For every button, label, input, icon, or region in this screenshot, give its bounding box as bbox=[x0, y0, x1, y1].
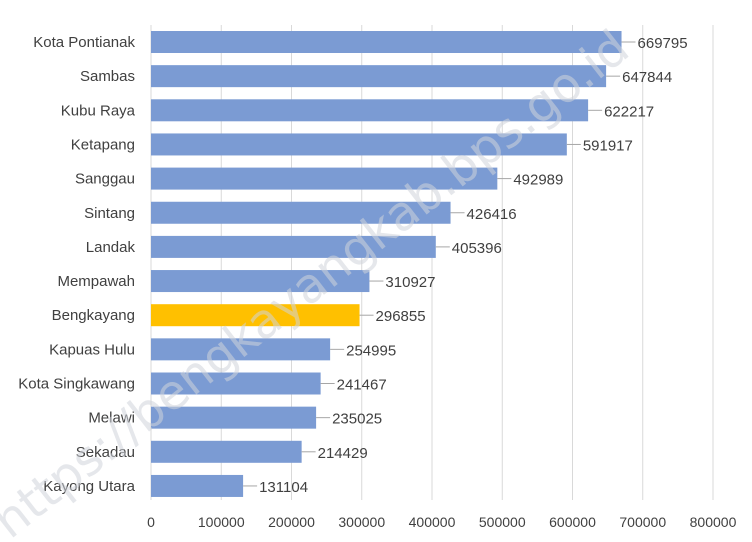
bars bbox=[151, 31, 622, 497]
data-label: 241467 bbox=[337, 377, 387, 394]
x-tick-label: 100000 bbox=[198, 514, 245, 530]
data-label: 214429 bbox=[318, 445, 368, 462]
bar bbox=[151, 474, 244, 497]
bar bbox=[151, 406, 317, 429]
bar bbox=[151, 201, 451, 224]
category-label: Melawi bbox=[88, 410, 135, 427]
bar bbox=[151, 235, 436, 258]
bar bbox=[151, 65, 607, 88]
data-label: 669795 bbox=[638, 35, 688, 52]
x-tick-label: 700000 bbox=[619, 514, 666, 530]
gridlines bbox=[150, 25, 714, 500]
bar bbox=[151, 270, 370, 293]
bar bbox=[151, 31, 622, 53]
x-tick-label: 0 bbox=[147, 514, 155, 530]
category-label: Mempawah bbox=[57, 273, 135, 290]
data-label: 296855 bbox=[376, 308, 426, 325]
bar bbox=[151, 99, 589, 122]
bar bbox=[151, 372, 321, 395]
data-label: 426416 bbox=[467, 206, 517, 223]
category-label: Kota Singkawang bbox=[18, 376, 135, 393]
data-label: 591917 bbox=[583, 137, 633, 154]
bar bbox=[151, 440, 302, 463]
data-label: 405396 bbox=[452, 240, 502, 257]
x-tick-label: 300000 bbox=[338, 514, 385, 530]
category-label: Sintang bbox=[84, 205, 135, 222]
bar bbox=[151, 338, 331, 361]
data-label: 647844 bbox=[622, 69, 672, 86]
bar bbox=[151, 167, 498, 190]
data-label: 310927 bbox=[385, 274, 435, 291]
category-label: Kayong Utara bbox=[43, 478, 135, 495]
category-label: Sambas bbox=[80, 68, 135, 85]
x-tick-label: 800000 bbox=[690, 514, 737, 530]
x-tick-label: 500000 bbox=[479, 514, 526, 530]
x-tick-label: 600000 bbox=[549, 514, 596, 530]
value-labels: 669795 647844 622217 591917 492989 426416 4053… bbox=[243, 35, 688, 496]
data-label: 254995 bbox=[346, 342, 396, 359]
category-label: Kapuas Hulu bbox=[49, 341, 135, 358]
category-label: Kota Pontianak bbox=[33, 34, 135, 51]
data-label: 492989 bbox=[513, 172, 563, 189]
category-label: Kubu Raya bbox=[61, 102, 136, 119]
category-label: Bengkayang bbox=[52, 307, 135, 324]
x-axis-ticks: 0 100000 200000 300000 400000 500000 600000 700… bbox=[147, 514, 736, 530]
category-label: Landak bbox=[86, 239, 136, 256]
data-label: 622217 bbox=[604, 103, 654, 120]
category-label: Ketapang bbox=[71, 136, 135, 153]
category-label: Sanggau bbox=[75, 171, 135, 188]
category-label: Sekadau bbox=[76, 444, 135, 461]
bar bbox=[151, 304, 360, 327]
x-tick-label: 200000 bbox=[268, 514, 315, 530]
data-label: 235025 bbox=[332, 411, 382, 428]
data-label: 131104 bbox=[259, 479, 308, 496]
x-tick-label: 400000 bbox=[409, 514, 456, 530]
category-labels: Kota Pontianak Sambas Kubu Raya Ketapang San… bbox=[18, 34, 135, 495]
bar bbox=[151, 133, 567, 156]
